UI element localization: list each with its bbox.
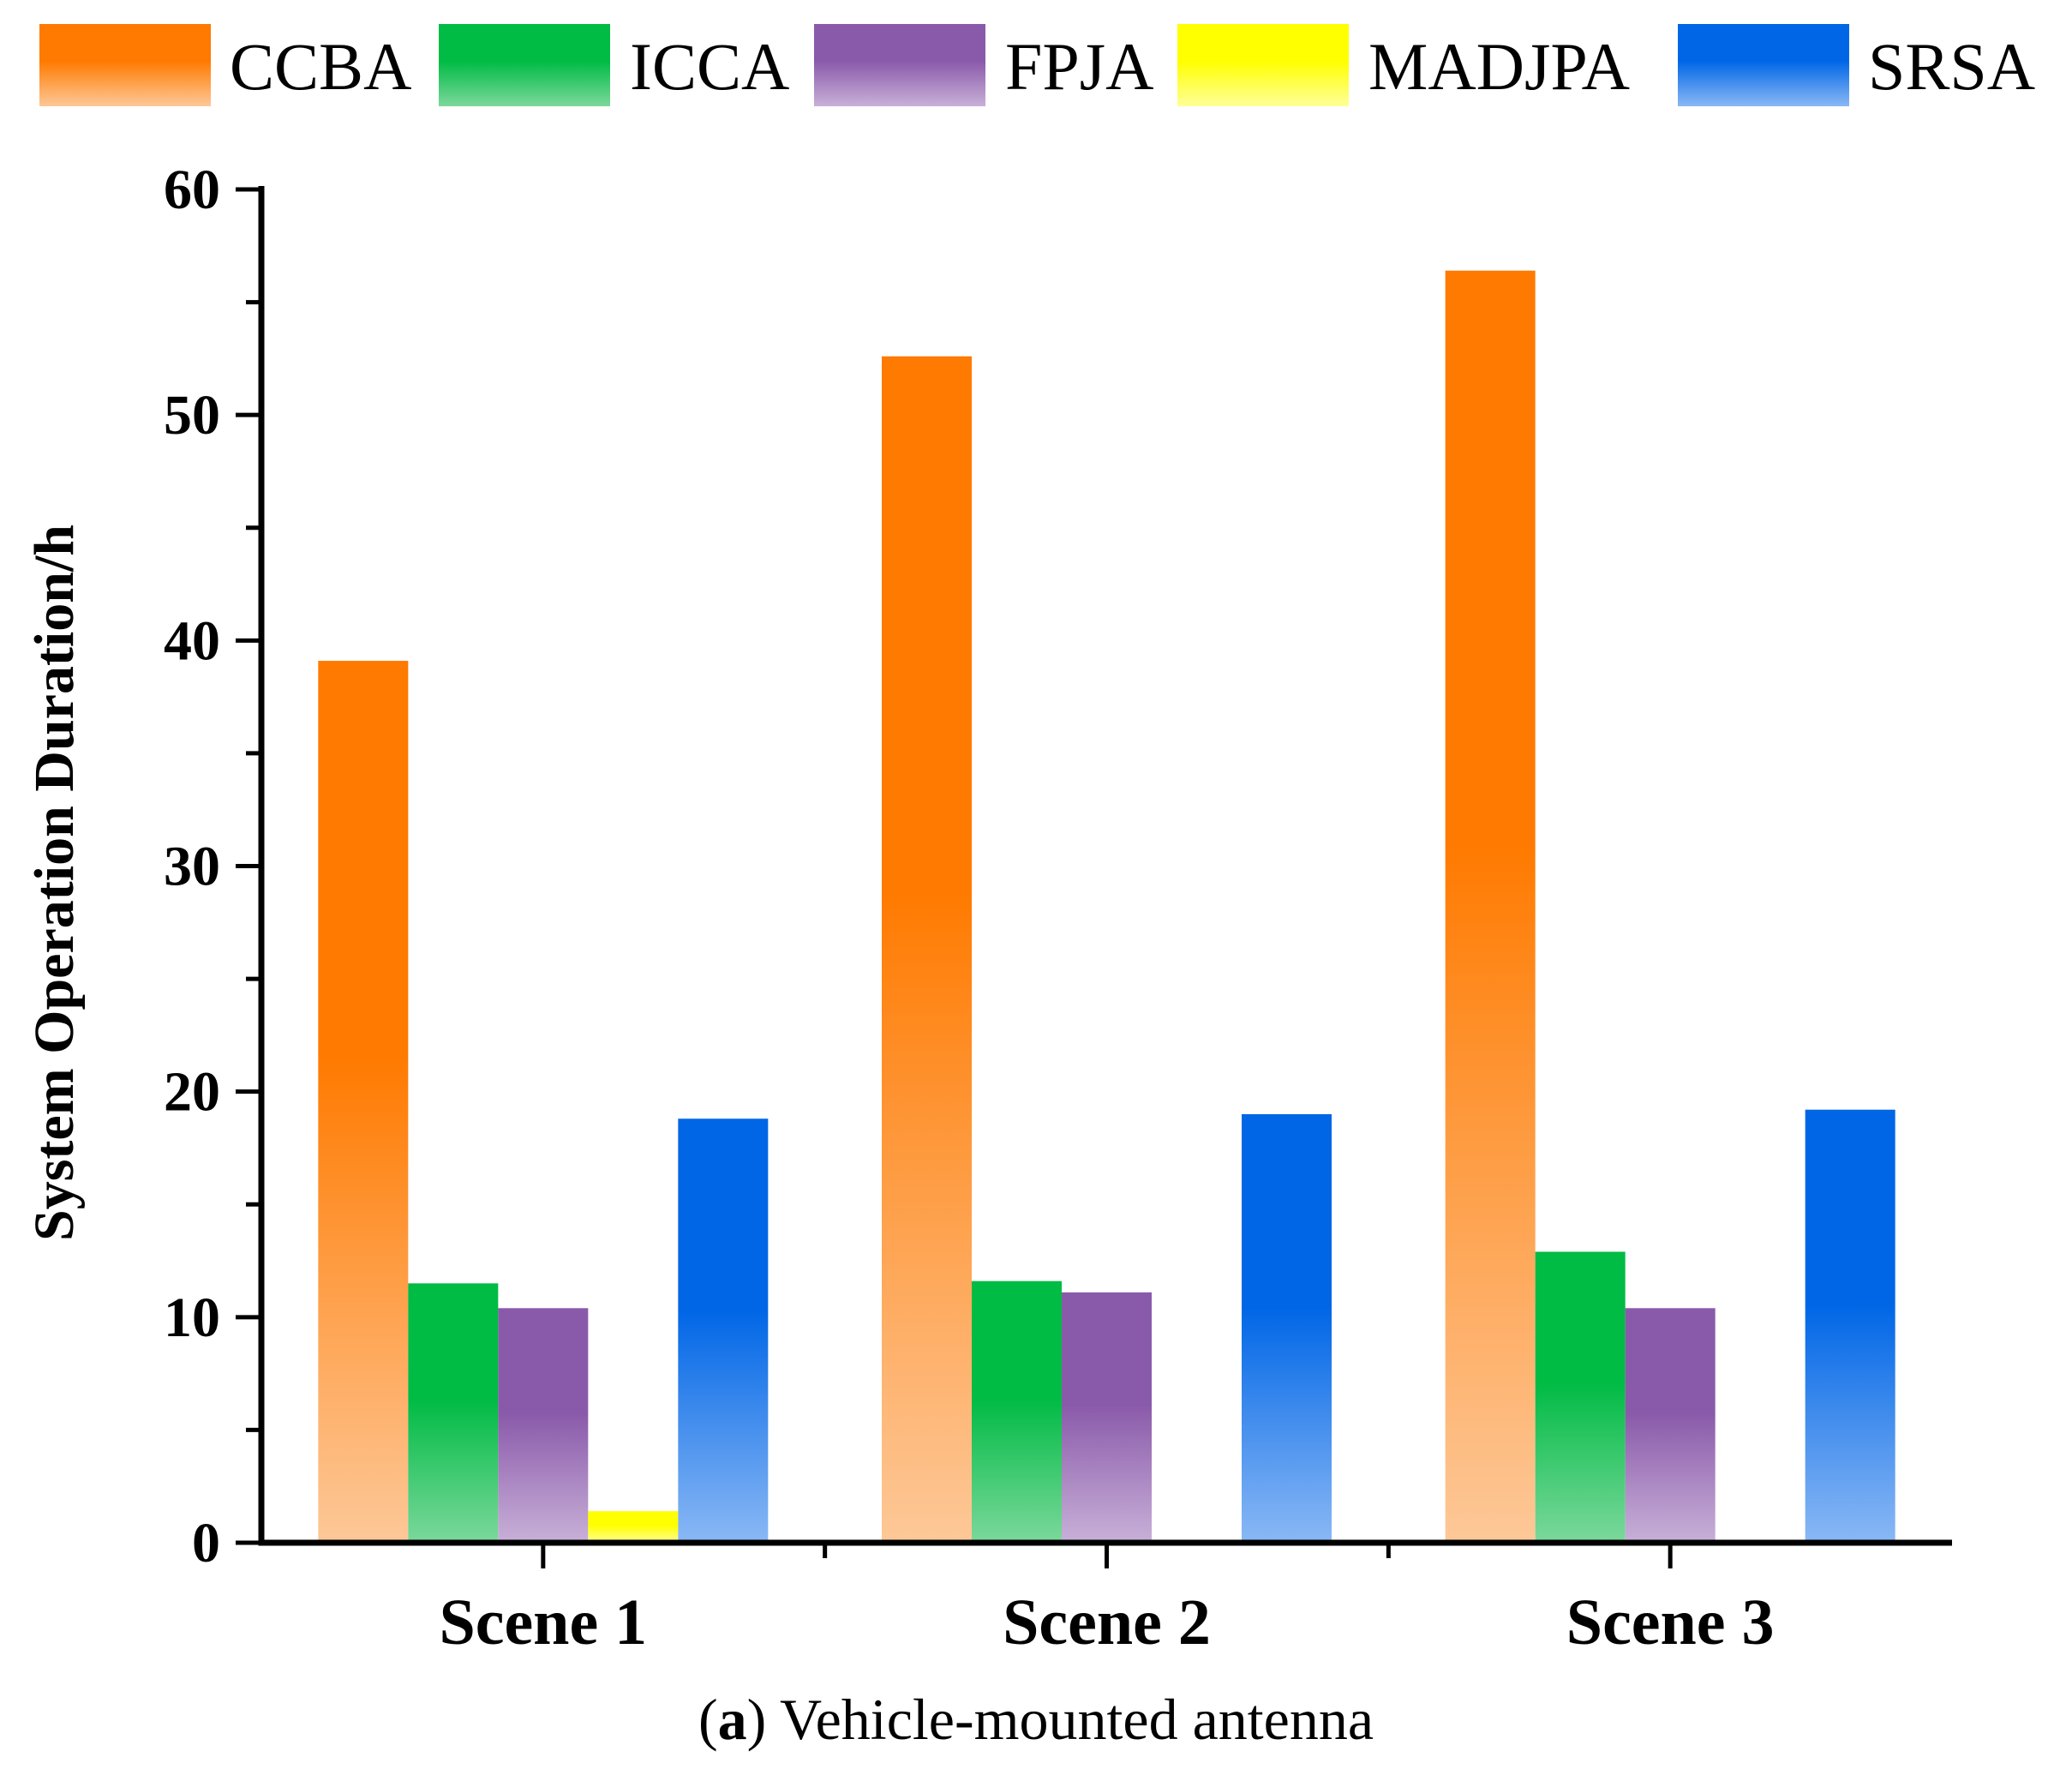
legend: CCBA ICCA FPJA MADJPA SRSA	[39, 24, 2035, 106]
legend-label: SRSA	[1868, 29, 2035, 104]
y-tick-label: 50	[164, 384, 220, 447]
bar-icca-2	[972, 1280, 1062, 1543]
caption-label: a	[717, 1687, 747, 1752]
legend-swatch	[814, 24, 985, 106]
legend-label: ICCA	[630, 29, 789, 104]
caption-text: Vehicle-mounted antenna	[766, 1687, 1374, 1752]
x-tick-label: Scene 2	[1003, 1586, 1211, 1658]
y-tick-label: 30	[164, 836, 220, 898]
axes	[236, 186, 1952, 1568]
y-tick-label: 60	[164, 159, 220, 221]
legend-item-icca: ICCA	[439, 24, 789, 106]
legend-item-madjpa: MADJPA	[1177, 24, 1630, 106]
bar-ccba-3	[1445, 270, 1536, 1543]
bars	[318, 270, 1895, 1543]
y-axis-label: System Operation Duration/h	[23, 525, 86, 1241]
legend-swatch	[1177, 24, 1349, 106]
y-tick-label: 10	[164, 1286, 220, 1349]
legend-label: FPJA	[1005, 29, 1153, 104]
bar-icca-1	[408, 1283, 499, 1543]
tick-labels: 0 10 20 30 40 50 60 Scene 1 Scene 2 Scene 3	[164, 159, 1775, 1658]
bar-madjpa-1	[588, 1511, 679, 1543]
legend-label: MADJPA	[1368, 29, 1630, 104]
figure-caption: (a) Vehicle-mounted antenna	[698, 1687, 1374, 1752]
y-tick-label: 40	[164, 609, 220, 672]
bar-fpja-3	[1625, 1308, 1716, 1543]
legend-swatch	[39, 24, 211, 106]
bar-ccba-1	[318, 661, 409, 1543]
x-tick-label: Scene 1	[439, 1586, 647, 1658]
legend-item-fpja: FPJA	[814, 24, 1153, 106]
bar-ccba-2	[882, 356, 972, 1543]
x-tick-label: Scene 3	[1566, 1586, 1775, 1658]
legend-item-srsa: SRSA	[1678, 24, 2035, 106]
y-tick-label: 20	[164, 1061, 220, 1124]
bar-srsa-2	[1242, 1113, 1332, 1543]
legend-label: CCBA	[230, 29, 411, 104]
y-tick-label: 0	[192, 1512, 220, 1574]
bar-fpja-2	[1062, 1292, 1152, 1543]
legend-swatch	[1678, 24, 1849, 106]
legend-item-ccba: CCBA	[39, 24, 411, 106]
bar-fpja-1	[498, 1308, 589, 1543]
bar-icca-3	[1535, 1251, 1626, 1543]
bar-srsa-1	[678, 1118, 769, 1543]
bar-srsa-3	[1805, 1109, 1895, 1543]
legend-swatch	[439, 24, 610, 106]
